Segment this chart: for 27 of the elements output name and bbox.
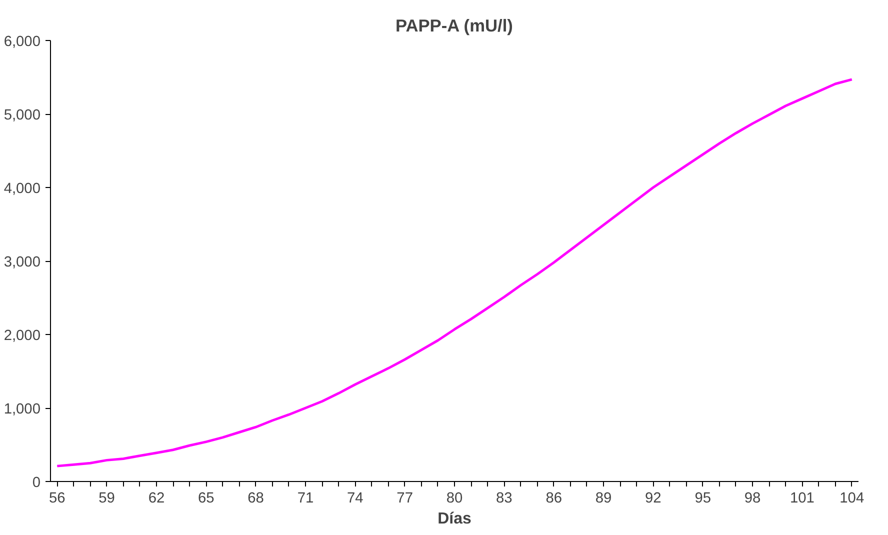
x-tick-label: 86: [546, 490, 562, 506]
x-tick-label: 92: [645, 490, 662, 506]
x-tick-label: 104: [840, 490, 864, 506]
x-tick-label: 101: [790, 490, 814, 506]
x-tick-label: 71: [297, 490, 314, 506]
x-tick-label: 62: [148, 490, 165, 506]
x-tick-label: 65: [198, 490, 214, 506]
line-series: [56, 78, 854, 468]
x-tick-label: 80: [446, 490, 463, 506]
x-axis-title: Días: [438, 510, 472, 528]
y-tick-label: 4,000: [4, 181, 41, 197]
x-tick-label: 74: [347, 490, 364, 506]
y-tick-label: 0: [32, 475, 41, 491]
y-tick-label: 5,000: [4, 108, 41, 124]
x-tick-label: 68: [248, 490, 264, 506]
x-tick-label: 77: [396, 490, 413, 506]
x-tick-label: 89: [595, 490, 612, 506]
x-tick-label: 83: [496, 490, 512, 506]
x-tick-label: 98: [744, 490, 761, 506]
y-tick-label: 6,000: [4, 34, 41, 50]
chart-title: PAPP-A (mU/l): [395, 16, 513, 36]
y-tick-label: 1,000: [4, 402, 41, 418]
x-tick-label: 59: [98, 490, 115, 506]
x-tick-label: 56: [48, 490, 66, 506]
y-tick-label: 3,000: [4, 254, 41, 270]
x-tick-label: 95: [694, 490, 712, 506]
y-tick-label: 2,000: [4, 328, 41, 344]
